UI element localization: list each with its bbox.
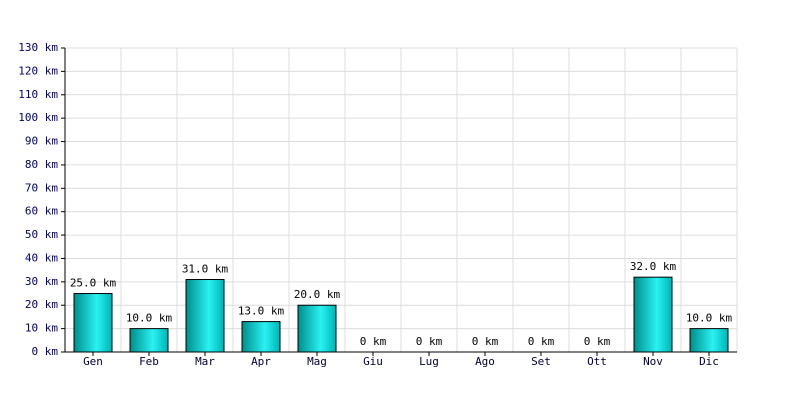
y-tick-label: 60 km xyxy=(25,205,58,218)
bar xyxy=(633,276,673,353)
x-tick-label: Gen xyxy=(83,355,103,368)
bar xyxy=(185,279,225,353)
bar xyxy=(297,304,337,353)
value-label: 32.0 km xyxy=(630,260,677,273)
x-tick-label: Ott xyxy=(587,355,607,368)
x-tick-label: Nov xyxy=(643,355,663,368)
value-label: 0 km xyxy=(360,335,387,348)
y-tick-label: 0 km xyxy=(32,345,59,358)
y-tick-label: 130 km xyxy=(18,41,58,54)
y-tick-label: 70 km xyxy=(25,181,58,194)
bar xyxy=(241,321,281,353)
bar xyxy=(73,293,113,353)
value-label: 0 km xyxy=(528,335,555,348)
y-tick-label: 80 km xyxy=(25,158,58,171)
y-tick-label: 100 km xyxy=(18,111,58,124)
y-tick-label: 10 km xyxy=(25,322,58,335)
x-tick-label: Apr xyxy=(251,355,271,368)
y-tick-label: 50 km xyxy=(25,228,58,241)
y-tick-label: 120 km xyxy=(18,64,58,77)
x-tick-label: Mag xyxy=(307,355,327,368)
y-tick-label: 20 km xyxy=(25,298,58,311)
y-tick-label: 40 km xyxy=(25,251,58,264)
x-tick-label: Set xyxy=(531,355,551,368)
value-label: 0 km xyxy=(584,335,611,348)
value-label: 10.0 km xyxy=(686,312,733,325)
value-label: 13.0 km xyxy=(238,305,285,318)
bar xyxy=(129,328,169,353)
value-label: 20.0 km xyxy=(294,288,341,301)
value-label: 0 km xyxy=(416,335,443,348)
bar xyxy=(689,328,729,353)
value-label: 31.0 km xyxy=(182,263,229,276)
x-tick-label: Ago xyxy=(475,355,495,368)
x-tick-label: Feb xyxy=(139,355,159,368)
x-tick-label: Mar xyxy=(195,355,215,368)
y-tick-label: 30 km xyxy=(25,275,58,288)
value-label: 10.0 km xyxy=(126,312,173,325)
x-tick-label: Giu xyxy=(363,355,383,368)
value-label: 25.0 km xyxy=(70,277,117,290)
y-tick-label: 90 km xyxy=(25,135,58,148)
value-label: 0 km xyxy=(472,335,499,348)
y-tick-label: 110 km xyxy=(18,88,58,101)
x-tick-label: Dic xyxy=(699,355,719,368)
x-tick-label: Lug xyxy=(419,355,439,368)
